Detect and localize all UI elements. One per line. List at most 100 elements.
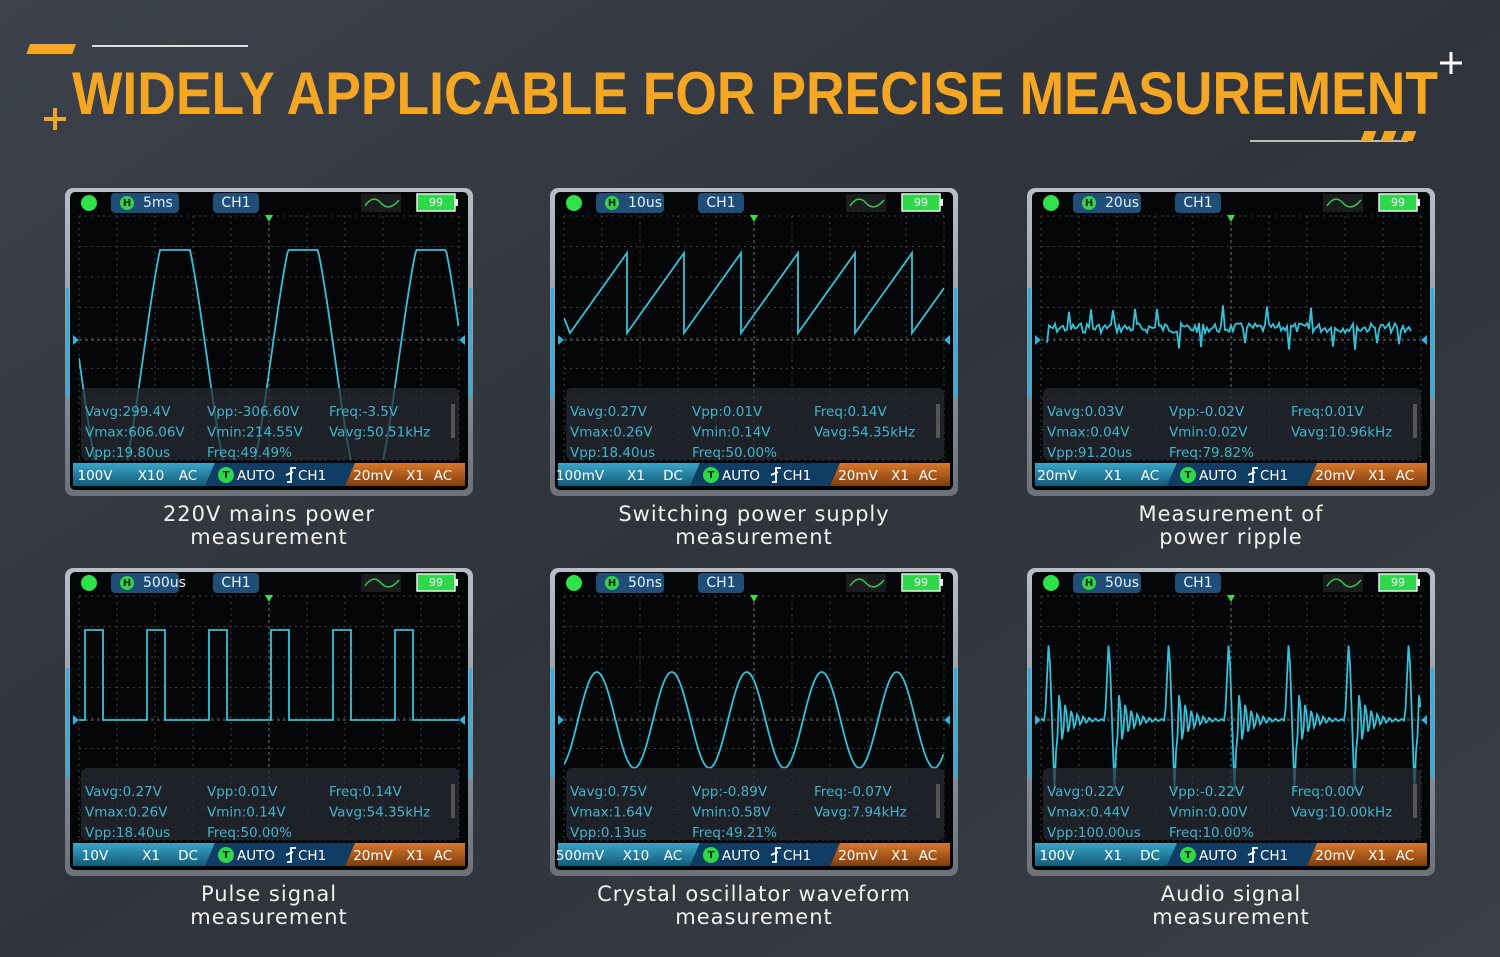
wave-icon [1326, 578, 1362, 588]
waveform [1046, 305, 1412, 350]
measurement: Freq:0.00V [1291, 784, 1365, 800]
trigger-badge [218, 847, 234, 863]
channel-pill [1175, 573, 1221, 593]
trigger-bg [205, 843, 355, 866]
battery-tip [455, 579, 458, 586]
measurement: Vmin:0.58V [692, 805, 771, 821]
coupling-left: X1 [1104, 848, 1122, 864]
level-marker [944, 715, 950, 725]
coupling-right: X1 [1368, 848, 1386, 864]
side-marker [551, 288, 554, 398]
oscilloscope-panel: Vavg:0.75V Vpp:-0.89V Freq:-0.07V Vmax:1.64… [550, 568, 958, 929]
hold-label: H [123, 578, 131, 589]
status-light [81, 575, 97, 591]
level-marker [459, 715, 465, 725]
caption: 220V mains power [163, 502, 375, 526]
measurement: Vavg:0.27V [570, 404, 648, 420]
trigger-badge [703, 467, 719, 483]
side-marker [66, 288, 69, 398]
status-light [1043, 195, 1059, 211]
level-marker [1421, 335, 1427, 345]
measurement: Vavg:54.35kHz [814, 425, 915, 441]
measurement: Freq:0.14V [329, 784, 403, 800]
level-marker [459, 335, 465, 345]
coupling-left: 100V [1039, 848, 1075, 864]
channel-pill [1175, 193, 1221, 213]
oscilloscope-panel: Vavg:299.4V Vpp:-306.60V Freq:-3.5V Vmax:60… [65, 188, 473, 549]
battery-tip [940, 579, 943, 586]
hold-badge [120, 576, 134, 590]
status-light [566, 575, 582, 591]
measurement-box [81, 388, 459, 460]
trigger-source: CH1 [298, 468, 326, 484]
coupling-right-bg [830, 463, 950, 486]
measurement: Vpp:-306.60V [207, 404, 300, 420]
hold-label: H [123, 198, 131, 209]
measurement: Vavg:54.35kHz [329, 805, 430, 821]
coupling-right-bg [1307, 463, 1427, 486]
measurement: Vpp:-0.89V [692, 784, 768, 800]
battery-tip [1417, 579, 1420, 586]
coupling-right-bg [1307, 843, 1427, 866]
measurement: Vavg:7.94kHz [814, 805, 907, 821]
battery-tip [1417, 199, 1420, 206]
battery-level: 99 [914, 576, 928, 589]
coupling-right-bg [345, 843, 465, 866]
measurement: Vavg:50.51kHz [329, 425, 430, 441]
edge-icon [770, 467, 781, 483]
measurement: Vavg:0.75V [570, 784, 648, 800]
measurement: Vavg:0.27V [85, 784, 163, 800]
trigger-marker [750, 595, 758, 602]
caption: Audio signal [1161, 882, 1301, 906]
measurement: Vpp:-0.02V [1169, 404, 1245, 420]
measurement-box [1043, 768, 1421, 840]
measurement: Vavg:10.96kHz [1291, 425, 1392, 441]
measurement: Vpp:19.80us [85, 445, 170, 461]
battery-level: 99 [429, 196, 443, 209]
caption: power ripple [1159, 525, 1302, 549]
waveform [564, 250, 944, 336]
coupling-right: AC [919, 468, 937, 484]
trigger-mode: AUTO [1199, 468, 1237, 484]
measurement: Vmax:0.26V [85, 805, 168, 821]
hold-badge [120, 196, 134, 210]
coupling-left-bg [73, 463, 215, 486]
wave-icon [364, 578, 400, 588]
measurement-box [1043, 388, 1421, 460]
coupling-left: 500mV [556, 848, 605, 864]
coupling-left: 10V [82, 848, 109, 864]
measurement: Freq:-0.07V [814, 784, 892, 800]
measurement: Vpp:91.20us [1047, 445, 1132, 461]
plus-icon [44, 108, 66, 130]
coupling-left: 100mV [556, 468, 605, 484]
trigger-mode: AUTO [237, 468, 275, 484]
trigger-bg [1167, 843, 1317, 866]
level-marker [944, 335, 950, 345]
trigger-label: T [708, 470, 715, 481]
measurement: Freq:0.14V [814, 404, 888, 420]
coupling-right: X1 [891, 848, 909, 864]
hold-badge [1082, 196, 1096, 210]
hold-badge [605, 196, 619, 210]
measurement: Vavg:0.22V [1047, 784, 1125, 800]
hold-badge [1082, 576, 1096, 590]
side-marker [954, 668, 957, 778]
edge-icon [285, 467, 296, 483]
scroll-bar [451, 404, 455, 438]
coupling-right: 20mV [838, 468, 878, 484]
coupling-right: 20mV [838, 848, 878, 864]
coupling-right: 20mV [353, 468, 393, 484]
battery-tip [455, 199, 458, 206]
coupling-left: 20mV [1037, 468, 1077, 484]
trigger-label: T [1185, 850, 1192, 861]
oscilloscope-panel: Vavg:0.27V Vpp:0.01V Freq:0.14V Vmax:0.26V V… [550, 188, 958, 549]
waveform [564, 671, 944, 769]
trigger-bg [690, 463, 840, 486]
measurement: Vmin:0.14V [207, 805, 286, 821]
trigger-badge [1180, 467, 1196, 483]
coupling-right: X1 [406, 848, 424, 864]
timebase: 10us [628, 195, 662, 211]
trigger-marker [1227, 595, 1235, 602]
scroll-bar [451, 784, 455, 818]
